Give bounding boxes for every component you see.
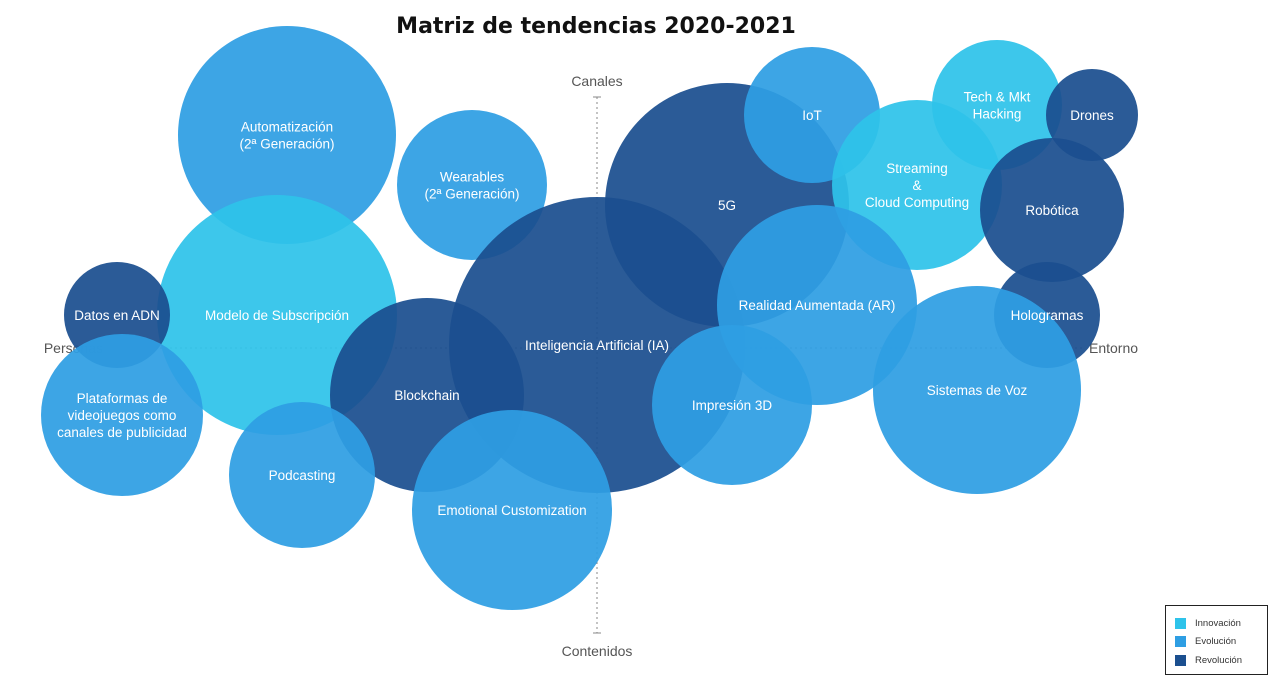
legend-label-revolucion: Revolución	[1195, 654, 1242, 666]
legend-label-evolucion: Evolución	[1195, 636, 1237, 648]
bubble-8-label-line-2: &	[912, 178, 921, 193]
bubble-2-label: Modelo de Subscripción	[205, 308, 349, 323]
bubble-9-label: Drones	[1070, 108, 1114, 123]
bubble-10-label: Robótica	[1025, 203, 1079, 218]
bubble-10	[980, 138, 1124, 282]
bubble-16-label-line-1: Plataformas de	[77, 391, 168, 406]
bubble-2-label-line-1: Modelo de Subscripción	[205, 308, 349, 323]
bubble-15-label: Datos en ADN	[74, 308, 160, 323]
bubble-1-label-line-2: (2ª Generación)	[239, 137, 334, 152]
bubble-6-label: IoT	[802, 108, 822, 123]
bubble-3	[397, 110, 547, 260]
legend-item-innovacion: Innovación	[1175, 614, 1267, 633]
bubble-17-label: Blockchain	[394, 388, 459, 403]
bubble-17-label-line-1: Blockchain	[394, 388, 459, 403]
bubble-19-label: Emotional Customization	[437, 503, 586, 518]
bubble-1-label: Automatización (2ª Generación)	[239, 120, 334, 152]
bubble-18	[229, 402, 375, 548]
legend-swatch-innovacion	[1175, 617, 1186, 629]
bubble-3-label-line-2: (2ª Generación)	[424, 187, 519, 202]
bubble-8-label: Streaming & Cloud Computing	[865, 161, 969, 210]
bubble-3-label-line-1: Wearables	[440, 170, 505, 185]
axis-label-top: Canales	[571, 73, 622, 89]
bubble-7-label: Tech & Mkt Hacking	[964, 90, 1031, 122]
bubble-16-label-line-3: canales de publicidad	[57, 425, 187, 440]
bubble-4-label-line-1: Inteligencia Artificial (IA)	[525, 338, 669, 353]
bubble-11-label: Realidad Aumentada (AR)	[739, 298, 896, 313]
bubble-13-label: Sistemas de Voz	[927, 383, 1028, 398]
bubble-8-label-line-1: Streaming	[886, 161, 948, 176]
bubble-4-label: Inteligencia Artificial (IA)	[525, 338, 669, 353]
bubbles: Automatización (2ª Generación) Modelo de S…	[41, 26, 1138, 610]
legend-item-evolucion: Evolución	[1175, 633, 1267, 652]
bubble-10-label-line-1: Robótica	[1025, 203, 1079, 218]
bubble-9-label-line-1: Drones	[1070, 108, 1114, 123]
bubble-6-label-line-1: IoT	[802, 108, 822, 123]
bubble-15-label-line-1: Datos en ADN	[74, 308, 160, 323]
bubble-12-label-line-1: Hologramas	[1011, 308, 1084, 323]
bubble-5-label: 5G	[718, 198, 736, 213]
chart-title: Matriz de tendencias 2020-2021	[396, 14, 796, 39]
bubble-7-label-line-1: Tech & Mkt	[964, 90, 1031, 105]
bubble-1	[178, 26, 396, 244]
legend-swatch-revolucion	[1175, 654, 1186, 666]
bubble-19	[412, 410, 612, 610]
bubble-8-label-line-3: Cloud Computing	[865, 195, 969, 210]
bubble-18-label-line-1: Podcasting	[269, 468, 336, 483]
bubble-14-label-line-1: Impresión 3D	[692, 398, 773, 413]
bubble-14	[652, 325, 812, 485]
bubble-12-label: Hologramas	[1011, 308, 1084, 323]
bubble-9	[1046, 69, 1138, 161]
legend: Innovación Evolución Revolución	[1165, 605, 1268, 675]
axis-label-right: Entorno	[1089, 340, 1138, 356]
bubble-5-label-line-1: 5G	[718, 198, 736, 213]
bubble-1-label-line-1: Automatización	[241, 120, 333, 135]
axis-label-bottom: Contenidos	[562, 643, 633, 659]
bubble-3-label: Wearables (2ª Generación)	[424, 170, 519, 202]
bubble-14-label: Impresión 3D	[692, 398, 773, 413]
legend-swatch-evolucion	[1175, 636, 1186, 648]
bubble-18-label: Podcasting	[269, 468, 336, 483]
bubble-13-label-line-1: Sistemas de Voz	[927, 383, 1028, 398]
bubble-16-label-line-2: videojuegos como	[68, 408, 177, 423]
bubble-19-label-line-1: Emotional Customization	[437, 503, 586, 518]
bubble-16	[41, 334, 203, 496]
bubble-13	[873, 286, 1081, 494]
bubble-16-label: Plataformas de videojuegos como canales de…	[57, 391, 187, 440]
legend-item-revolucion: Revolución	[1175, 651, 1267, 670]
bubble-11-label-line-1: Realidad Aumentada (AR)	[739, 298, 896, 313]
bubble-7-label-line-2: Hacking	[973, 107, 1022, 122]
legend-label-innovacion: Innovación	[1195, 617, 1241, 629]
